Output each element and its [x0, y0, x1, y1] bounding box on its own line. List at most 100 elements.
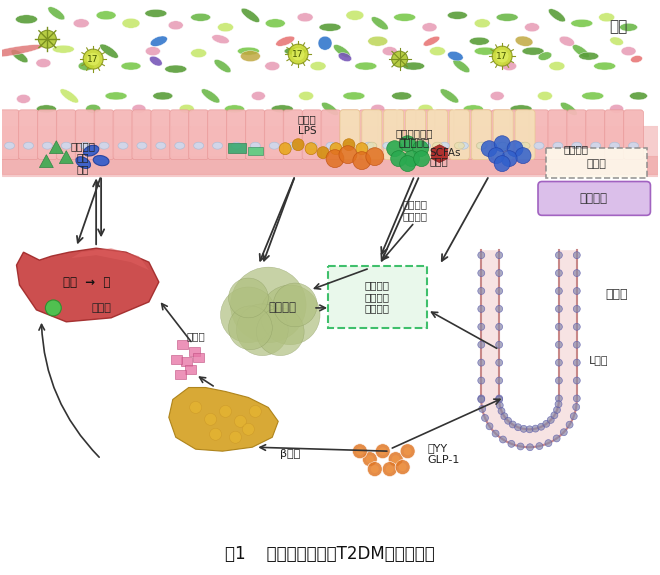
Circle shape: [242, 423, 254, 435]
FancyBboxPatch shape: [515, 110, 535, 160]
Ellipse shape: [251, 91, 265, 101]
FancyBboxPatch shape: [449, 110, 469, 160]
Ellipse shape: [411, 142, 420, 149]
Text: 咪唑丙酸
吲哚
酰胺: 咪唑丙酸 吲哚 酰胺: [71, 141, 96, 174]
FancyBboxPatch shape: [491, 110, 511, 160]
Circle shape: [317, 147, 329, 159]
Bar: [189, 347, 199, 356]
Circle shape: [574, 341, 580, 348]
Circle shape: [385, 465, 394, 473]
Ellipse shape: [307, 142, 317, 149]
Circle shape: [353, 152, 371, 170]
FancyBboxPatch shape: [383, 110, 404, 160]
FancyBboxPatch shape: [416, 110, 436, 160]
Circle shape: [496, 402, 504, 409]
Ellipse shape: [367, 142, 377, 149]
Ellipse shape: [238, 47, 259, 55]
Text: 琥珀酸: 琥珀酸: [430, 156, 448, 167]
Circle shape: [560, 429, 568, 436]
Circle shape: [279, 143, 291, 155]
Ellipse shape: [346, 10, 364, 20]
Bar: [181, 356, 191, 366]
Circle shape: [478, 270, 484, 277]
Ellipse shape: [52, 45, 74, 53]
Circle shape: [574, 323, 580, 330]
Ellipse shape: [36, 105, 56, 113]
Circle shape: [573, 404, 579, 411]
Circle shape: [478, 323, 484, 330]
Ellipse shape: [371, 105, 385, 113]
FancyBboxPatch shape: [246, 110, 265, 160]
Circle shape: [492, 46, 512, 66]
Circle shape: [494, 156, 510, 171]
Ellipse shape: [372, 17, 388, 30]
Circle shape: [343, 139, 355, 151]
Circle shape: [478, 395, 484, 402]
Ellipse shape: [193, 142, 204, 149]
FancyBboxPatch shape: [473, 110, 492, 160]
Text: 肠腔: 肠腔: [609, 19, 628, 34]
Ellipse shape: [61, 142, 71, 149]
Ellipse shape: [447, 12, 467, 20]
Circle shape: [478, 288, 484, 294]
FancyBboxPatch shape: [264, 110, 284, 160]
Ellipse shape: [93, 155, 109, 166]
Circle shape: [556, 377, 562, 384]
Circle shape: [510, 421, 516, 428]
Ellipse shape: [338, 53, 352, 62]
FancyBboxPatch shape: [0, 110, 20, 160]
Circle shape: [220, 287, 277, 343]
Ellipse shape: [240, 51, 260, 62]
Text: 胰岛素: 胰岛素: [186, 331, 205, 341]
FancyBboxPatch shape: [38, 110, 57, 160]
Circle shape: [412, 141, 428, 156]
Ellipse shape: [297, 13, 313, 22]
Text: 内环境: 内环境: [605, 289, 628, 301]
Ellipse shape: [333, 45, 350, 58]
Ellipse shape: [86, 105, 100, 113]
Ellipse shape: [423, 36, 440, 46]
FancyBboxPatch shape: [132, 110, 152, 160]
FancyBboxPatch shape: [18, 110, 38, 160]
Text: 次级胆汁酸: 次级胆汁酸: [399, 137, 430, 147]
Circle shape: [388, 452, 403, 467]
Circle shape: [496, 377, 503, 384]
Text: 代谢产物: 代谢产物: [564, 144, 589, 154]
Ellipse shape: [299, 91, 314, 101]
Circle shape: [478, 396, 484, 403]
Bar: [193, 352, 204, 362]
Circle shape: [38, 30, 56, 48]
Circle shape: [236, 304, 288, 356]
Ellipse shape: [447, 51, 463, 61]
Ellipse shape: [496, 142, 506, 149]
Circle shape: [556, 252, 562, 259]
Ellipse shape: [403, 62, 424, 70]
Circle shape: [362, 452, 378, 467]
Polygon shape: [40, 155, 53, 167]
Circle shape: [500, 436, 506, 443]
Circle shape: [387, 141, 403, 156]
Ellipse shape: [213, 142, 222, 149]
Text: 肽YY
GLP-1: 肽YY GLP-1: [428, 443, 460, 465]
Ellipse shape: [175, 142, 185, 149]
Ellipse shape: [510, 105, 532, 113]
Circle shape: [478, 341, 484, 348]
FancyBboxPatch shape: [586, 110, 606, 160]
Ellipse shape: [364, 142, 374, 149]
Ellipse shape: [391, 92, 412, 100]
Ellipse shape: [42, 142, 52, 149]
Ellipse shape: [288, 142, 298, 149]
Circle shape: [366, 455, 374, 463]
Ellipse shape: [36, 59, 51, 68]
Ellipse shape: [628, 142, 638, 149]
Circle shape: [496, 323, 503, 330]
FancyBboxPatch shape: [226, 110, 246, 160]
Ellipse shape: [553, 142, 563, 149]
Ellipse shape: [24, 142, 34, 149]
Ellipse shape: [548, 9, 566, 22]
Circle shape: [292, 139, 304, 151]
Ellipse shape: [463, 105, 483, 113]
Circle shape: [501, 151, 517, 167]
Polygon shape: [50, 141, 63, 154]
Ellipse shape: [610, 37, 624, 45]
